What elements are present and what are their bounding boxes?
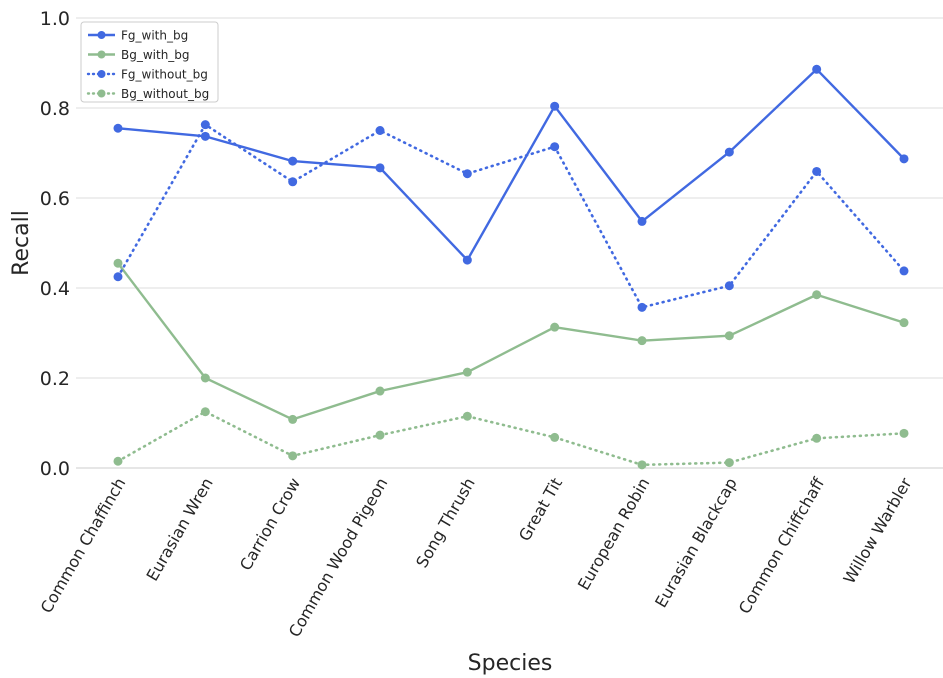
data-point xyxy=(812,290,822,300)
data-point xyxy=(288,414,298,424)
y-axis-title: Recall xyxy=(9,210,34,276)
x-tick-label: Common Wood Pigeon xyxy=(285,475,392,641)
data-point xyxy=(899,318,909,328)
data-point xyxy=(550,322,560,332)
data-point xyxy=(899,266,909,276)
y-tick-label: 0.0 xyxy=(40,458,70,480)
legend-marker xyxy=(97,89,106,98)
data-point xyxy=(899,428,909,438)
legend-label: Fg_with_bg xyxy=(121,29,188,43)
x-tick-label: Common Chiffchaff xyxy=(735,474,829,617)
data-point xyxy=(113,272,123,282)
data-point xyxy=(375,430,385,440)
data-point xyxy=(637,302,647,312)
data-point xyxy=(288,451,298,461)
legend-box xyxy=(80,21,219,103)
y-tick-label: 0.6 xyxy=(40,188,70,210)
data-point xyxy=(550,101,560,111)
data-point xyxy=(113,258,123,268)
data-point xyxy=(637,216,647,226)
series-line xyxy=(116,410,906,467)
x-tick-label: Carrion Crow xyxy=(236,475,304,574)
data-point xyxy=(812,166,822,176)
legend-label: Bg_with_bg xyxy=(121,48,190,62)
data-point xyxy=(724,281,734,291)
data-point xyxy=(375,163,385,173)
x-tick-label: Song Thrush xyxy=(412,475,479,571)
y-axis-ticks: 0.0 0.2 0.4 0.6 0.8 1.0 xyxy=(40,8,70,480)
data-point xyxy=(288,156,298,166)
data-point xyxy=(462,169,472,179)
data-point xyxy=(200,120,210,130)
x-axis-ticks: Common Chaffinch Eurasian Wren Carrion Cro… xyxy=(37,474,916,641)
legend-label: Fg_without_bg xyxy=(121,68,208,82)
legend-label: Bg_without_bg xyxy=(121,87,209,101)
x-tick-label: European Robin xyxy=(574,475,654,594)
x-tick-label: Great Tit xyxy=(515,475,566,545)
data-point xyxy=(550,142,560,152)
legend-marker xyxy=(97,70,106,78)
data-point xyxy=(462,367,472,377)
y-tick-label: 0.4 xyxy=(40,278,70,300)
data-point xyxy=(200,131,210,141)
data-point xyxy=(288,177,298,187)
data-point xyxy=(462,255,472,265)
series-Bg_without_bg xyxy=(113,407,909,470)
data-point xyxy=(550,432,560,442)
data-point xyxy=(724,331,734,341)
series-Fg_without_bg xyxy=(113,120,909,312)
data-point xyxy=(637,336,647,346)
series-line xyxy=(117,262,905,421)
x-tick-label: Willow Warbler xyxy=(840,474,916,587)
data-point xyxy=(113,456,123,466)
grid-lines xyxy=(76,17,943,469)
data-point xyxy=(200,373,210,383)
data-point xyxy=(812,64,822,74)
data-point xyxy=(200,407,210,417)
series-Fg_with_bg xyxy=(113,64,909,265)
legend-marker xyxy=(97,50,106,59)
data-point xyxy=(724,458,734,468)
data-point xyxy=(637,460,647,470)
data-point xyxy=(899,154,909,164)
data-point xyxy=(375,386,385,396)
data-point xyxy=(724,147,734,157)
data-point xyxy=(812,433,822,443)
y-tick-label: 0.8 xyxy=(40,98,70,120)
data-point xyxy=(113,123,123,133)
series-layer xyxy=(113,64,909,470)
y-tick-label: 0.2 xyxy=(40,368,70,390)
y-tick-label: 1.0 xyxy=(40,8,70,30)
x-tick-label: Common Chaffinch xyxy=(37,475,130,617)
legend: Fg_with_bg Bg_with_bg Fg_without_bg Bg_with… xyxy=(80,21,219,103)
x-axis-title: Species xyxy=(468,651,553,676)
data-point xyxy=(375,126,385,135)
series-line xyxy=(117,68,905,262)
x-tick-label: Eurasian Blackcap xyxy=(651,475,741,611)
data-point xyxy=(462,411,472,421)
series-line xyxy=(116,123,906,309)
legend-marker xyxy=(97,31,106,39)
x-tick-label: Eurasian Wren xyxy=(142,475,216,585)
series-Bg_with_bg xyxy=(113,258,909,424)
